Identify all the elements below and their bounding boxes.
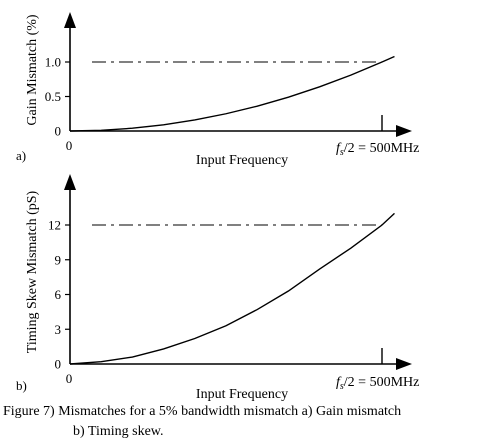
- y-tick-label: 9: [55, 252, 62, 267]
- figure: 0 0.5 1.0 0 a) Input Frequency fs/2 = 500MHz Ga…: [16, 12, 419, 402]
- y-tick-label: 6: [55, 287, 62, 302]
- y-tick-label: 1.0: [45, 55, 61, 70]
- x-axis-label: Input Frequency: [196, 387, 288, 402]
- panel-label: b): [16, 378, 27, 393]
- y-axis-arrow: [64, 12, 76, 28]
- x-axis-label: Input Frequency: [196, 153, 288, 168]
- series-line: [69, 212, 395, 365]
- y-tick-label: 0: [55, 124, 62, 139]
- x-axis-arrow: [396, 125, 412, 137]
- y-tick-label: 0: [55, 357, 62, 372]
- x-origin-label: 0: [66, 138, 73, 153]
- y-tick-label: 0.5: [45, 89, 61, 104]
- chart-panel-1: 0 0.5 1.0 0 a) Input Frequency fs/2 = 500MHz Ga…: [16, 12, 419, 168]
- y-axis-arrow: [64, 174, 76, 190]
- chart-panel-2: 0 3 6 9 12 0 b) Input Frequency fs/2 = 500MHz Tim…: [16, 174, 419, 402]
- caption-line-1: Figure 7) Mismatches for a 5% bandwidth …: [3, 404, 402, 419]
- figure-caption: Figure 7) Mismatches for a 5% bandwidth …: [3, 402, 487, 442]
- y-axis-label: Gain Mismatch (%): [25, 14, 40, 126]
- caption-line-2: b) Timing skew.: [73, 424, 164, 439]
- panel-label: a): [16, 148, 26, 163]
- x-origin-label: 0: [66, 371, 73, 386]
- series-line: [69, 55, 395, 132]
- x-axis-arrow: [396, 358, 412, 370]
- y-tick-label: 3: [55, 322, 62, 337]
- y-tick-label: 12: [48, 218, 61, 233]
- y-axis-label: Timing Skew Mismatch (pS): [25, 190, 40, 353]
- x-end-label: fs/2 = 500MHz: [336, 375, 419, 392]
- x-end-label: fs/2 = 500MHz: [336, 141, 419, 158]
